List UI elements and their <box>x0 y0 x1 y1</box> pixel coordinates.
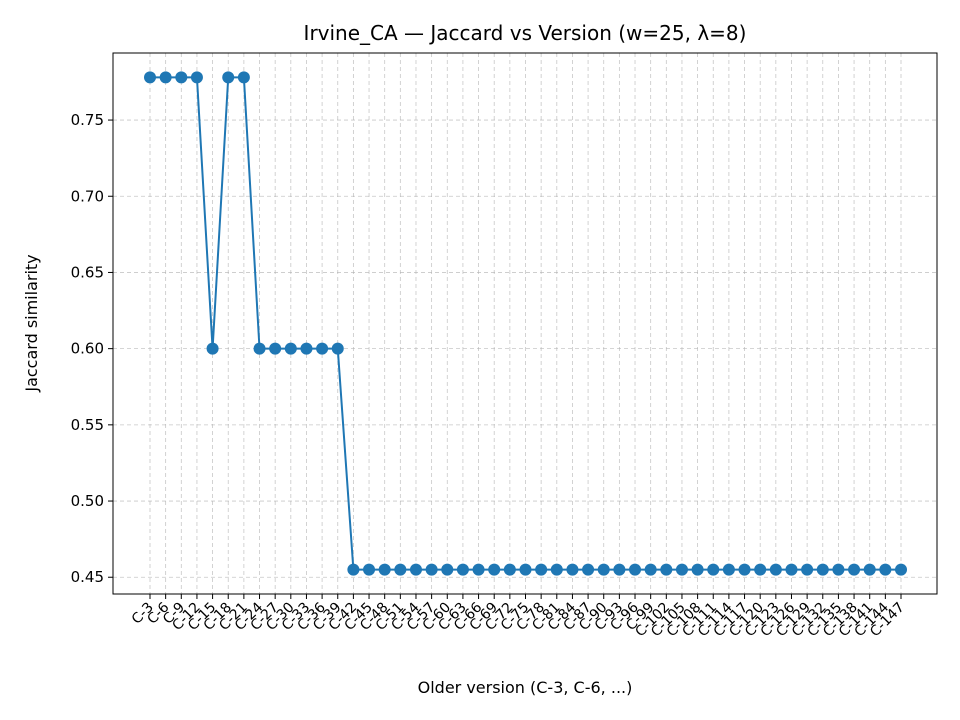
data-point <box>503 563 516 576</box>
data-point <box>754 563 767 576</box>
data-point <box>175 71 188 84</box>
data-point <box>863 563 876 576</box>
y-tick-label: 0.45 <box>71 568 104 586</box>
data-point <box>644 563 657 576</box>
data-point <box>629 563 642 576</box>
data-point <box>519 563 532 576</box>
y-tick-label: 0.55 <box>71 416 104 434</box>
x-axis: C-3C-6C-9C-12C-15C-18C-21C-24C-27C-30C-3… <box>129 594 908 640</box>
data-point <box>456 563 469 576</box>
data-point <box>144 71 156 84</box>
y-tick-label: 0.70 <box>71 187 104 205</box>
data-point <box>801 563 814 576</box>
series-layer <box>144 71 907 576</box>
x-axis-label: Older version (C-3, C-6, ...) <box>418 678 633 697</box>
data-point <box>879 563 892 576</box>
data-point <box>597 563 610 576</box>
data-point <box>284 342 297 355</box>
data-point <box>582 563 595 576</box>
data-point <box>394 563 407 576</box>
data-point <box>769 563 782 576</box>
data-point <box>566 563 579 576</box>
data-point <box>206 342 219 355</box>
data-point <box>347 563 360 576</box>
data-point <box>691 563 704 576</box>
data-point <box>378 563 391 576</box>
data-point <box>816 563 829 576</box>
data-point <box>300 342 313 355</box>
data-point <box>316 342 329 355</box>
data-point <box>253 342 266 355</box>
plot-frame <box>112 52 938 595</box>
data-point <box>441 563 454 576</box>
data-point <box>159 71 172 84</box>
data-point <box>675 563 688 576</box>
data-point <box>832 563 845 576</box>
data-point <box>660 563 673 576</box>
data-point <box>895 563 907 576</box>
data-point <box>785 563 798 576</box>
y-tick-label: 0.60 <box>71 340 104 358</box>
data-point <box>472 563 485 576</box>
data-point <box>722 563 735 576</box>
data-point <box>738 563 751 576</box>
y-tick-label: 0.65 <box>71 263 104 281</box>
grid-layer <box>113 53 937 594</box>
y-axis-label: Jaccard similarity <box>22 254 41 392</box>
data-point <box>613 563 626 576</box>
y-tick-label: 0.50 <box>71 492 104 510</box>
data-point <box>237 71 250 84</box>
data-point <box>190 71 203 84</box>
data-point <box>848 563 861 576</box>
data-point <box>488 563 501 576</box>
data-point <box>535 563 548 576</box>
data-point <box>222 71 235 84</box>
data-point <box>269 342 282 355</box>
data-point <box>707 563 720 576</box>
chart-title: Irvine_CA — Jaccard vs Version (w=25, λ=… <box>304 21 747 45</box>
data-point <box>409 563 422 576</box>
data-point <box>331 342 344 355</box>
data-point <box>363 563 376 576</box>
y-axis: 0.45 0.50 0.55 0.60 0.65 0.70 0.75 <box>71 111 113 586</box>
y-tick-label: 0.75 <box>71 111 104 129</box>
data-point <box>425 563 438 576</box>
data-point <box>550 563 563 576</box>
